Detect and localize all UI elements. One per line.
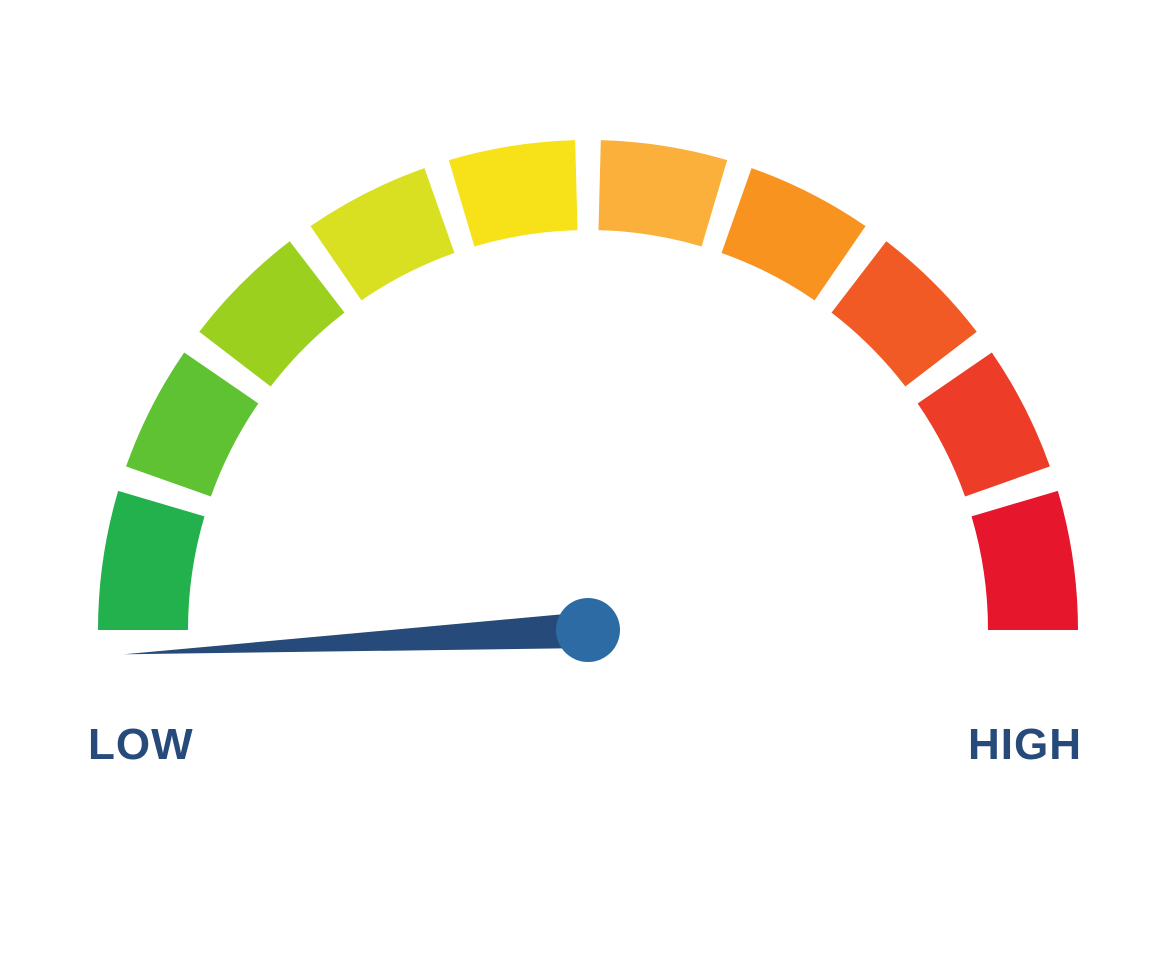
gauge-segment [972, 491, 1078, 630]
low-label: LOW [88, 720, 194, 770]
gauge-segment [918, 352, 1050, 496]
gauge-segment [310, 168, 454, 300]
gauge-segment [199, 241, 344, 386]
gauge-segment [722, 168, 866, 300]
gauge-container: LOW HIGH [0, 0, 1176, 980]
high-label: HIGH [968, 720, 1082, 770]
gauge-segment [98, 491, 204, 630]
gauge-segment [598, 140, 727, 246]
gauge-chart [0, 0, 1176, 980]
gauge-hub [556, 598, 620, 662]
gauge-segment [832, 241, 977, 386]
gauge-needle [124, 612, 589, 654]
gauge-segment [126, 352, 258, 496]
gauge-segment [449, 140, 578, 246]
